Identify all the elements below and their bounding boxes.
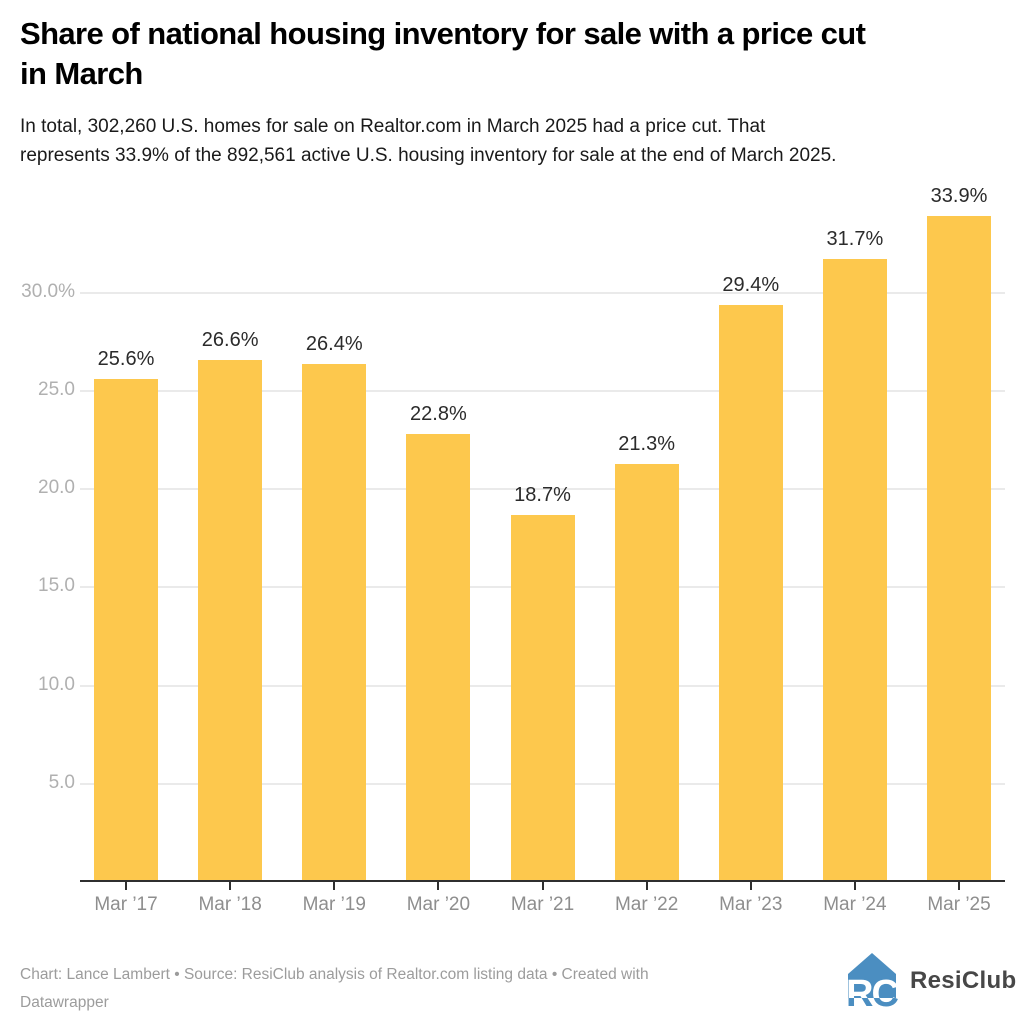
bar-value-label: 26.4% (305, 332, 363, 355)
bar (406, 434, 471, 882)
bar (718, 304, 783, 882)
logo-monogram-white: RC (846, 973, 898, 1013)
bar-value-label: 31.7% (826, 228, 884, 251)
bar (927, 216, 991, 882)
y-axis-tick-label: 5.0 (48, 771, 75, 793)
attribution: Chart: Lance Lambert • Source: ResiClub … (20, 961, 649, 1017)
chart-subtitle-line-1: In total, 302,260 U.S. homes for sale on… (20, 116, 766, 137)
y-axis-tick-label: 10.0 (38, 673, 75, 695)
axis-tick (853, 882, 856, 890)
bar-value-label: 18.7% (514, 483, 571, 506)
chart-title: Share of national housing inventory for … (20, 14, 1020, 94)
bar (614, 463, 679, 882)
chart-title-line-1: Share of national housing inventory for … (20, 16, 866, 51)
gridline (80, 390, 1005, 392)
bar (94, 379, 158, 882)
axis-tick (645, 882, 648, 890)
bar-value-label: 21.3% (618, 432, 675, 455)
x-axis-baseline (80, 880, 1005, 882)
axis-tick (541, 882, 544, 890)
bar-value-label: 26.6% (201, 328, 259, 351)
bar-value-label: 25.6% (97, 348, 155, 371)
x-axis-tick-label: Mar ’19 (302, 894, 366, 915)
axis-tick (749, 882, 752, 890)
resiclub-house-icon: RC RC (846, 953, 898, 1013)
attribution-line-2: Datawrapper (20, 994, 109, 1011)
axis-tick (125, 882, 127, 890)
x-axis-tick-label: Mar ’22 (614, 894, 679, 915)
resiclub-logo-text: ResiClub (910, 967, 1017, 994)
attribution-line-1: Chart: Lance Lambert • Source: ResiClub … (20, 966, 649, 983)
gridline (80, 488, 1005, 491)
x-axis-tick-label: Mar ’23 (719, 894, 783, 915)
bar (822, 259, 887, 882)
x-axis-tick-label: Mar ’24 (823, 894, 887, 915)
bar (198, 359, 263, 882)
gridline (80, 291, 1005, 294)
bar (302, 363, 367, 882)
y-axis-tick-label: 20.0 (38, 477, 75, 499)
bar-value-label: 29.4% (722, 273, 780, 296)
y-axis-tick-label: 15.0 (38, 575, 75, 597)
x-axis-tick-label: Mar ’21 (510, 894, 575, 915)
bar (510, 514, 575, 882)
axis-tick (437, 882, 440, 890)
resiclub-logo: RC RC ResiClub (846, 951, 1022, 1013)
bar-value-label: 22.8% (410, 403, 467, 426)
chart-subtitle: In total, 302,260 U.S. homes for sale on… (20, 112, 1020, 170)
logo-monogram-blue: RC (846, 973, 898, 1013)
chart-subtitle-line-2: represents 33.9% of the 892,561 active U… (20, 145, 837, 166)
x-axis-tick-label: Mar ’20 (406, 894, 471, 915)
house-shape (848, 953, 896, 998)
bar-value-label: 33.9% (930, 185, 988, 208)
x-axis-tick-label: Mar ’17 (94, 894, 158, 915)
x-axis-tick-label: Mar ’25 (927, 894, 991, 915)
y-axis-tick-label: 30.0% (21, 280, 75, 302)
axis-tick (958, 882, 960, 890)
y-axis-tick-label: 25.0 (38, 379, 75, 400)
axis-tick (333, 882, 336, 890)
x-axis-tick-label: Mar ’18 (198, 894, 262, 915)
axis-tick (229, 882, 232, 890)
chart-title-line-2: in March (20, 56, 143, 91)
